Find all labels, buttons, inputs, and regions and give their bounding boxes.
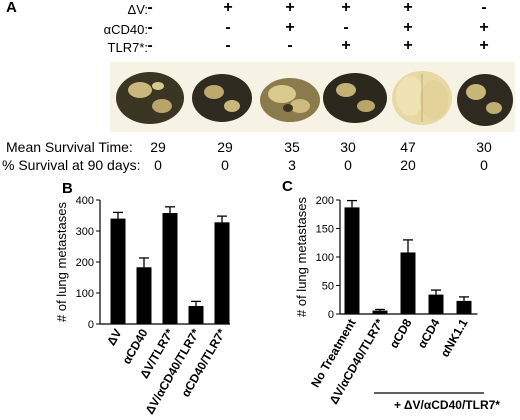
treatment-sign: - — [481, 0, 487, 16]
y-tick-label: 0 — [328, 309, 334, 321]
lung-specimen-2 — [192, 74, 252, 122]
bar — [162, 213, 178, 324]
mean-survival-value: 47 — [400, 139, 416, 155]
treatment-sign: - — [147, 37, 153, 54]
percent-survival-label: % Survival at 90 days: — [2, 157, 141, 173]
percent-survival-value: 0 — [154, 157, 162, 173]
bar — [110, 218, 126, 324]
bar — [188, 306, 204, 324]
mean-survival-value: 29 — [217, 139, 233, 155]
mean-survival-value: 29 — [150, 139, 166, 155]
bar — [136, 267, 152, 324]
mean-survival-label: Mean Survival Time: — [6, 139, 133, 155]
y-axis-label: # of lung metastases — [294, 197, 309, 317]
treatment-label: TLR7*: — [107, 40, 148, 55]
y-tick-label: 100 — [316, 252, 334, 264]
bar — [214, 222, 230, 324]
y-tick-label: 400 — [76, 195, 94, 207]
treatment-sign: + — [223, 0, 233, 16]
treatment-sign: + — [285, 0, 295, 16]
lung-specimens-image — [116, 71, 513, 126]
lung-specimen-5 — [392, 71, 452, 125]
percent-survival-value: 3 — [288, 157, 296, 173]
y-axis-label: # of lung metastases — [54, 202, 69, 322]
bar — [372, 310, 388, 314]
y-tick-label: 0 — [88, 319, 94, 331]
y-tick-label: 150 — [316, 224, 334, 236]
treatment-label: αCD40: — [103, 22, 148, 37]
treatment-sign: + — [403, 19, 413, 36]
y-tick-label: 200 — [76, 257, 94, 269]
category-label: αNK1.1 — [438, 316, 471, 359]
y-tick-label: 200 — [316, 195, 334, 207]
treatment-sign: + — [403, 37, 413, 54]
y-tick-label: 50 — [322, 281, 334, 293]
mean-survival-value: 30 — [476, 139, 492, 155]
y-tick-label: 300 — [76, 226, 94, 238]
treatment-sign: + — [403, 0, 413, 16]
lung-specimens-photo — [110, 62, 515, 132]
mean-survival-value: 35 — [284, 139, 300, 155]
treatment-sign: - — [147, 0, 153, 16]
mean-survival-value: 30 — [340, 139, 356, 155]
treatment-label: ΔV: — [127, 2, 148, 17]
lung-specimen-3 — [260, 78, 320, 122]
y-tick-label: 100 — [76, 288, 94, 300]
category-label: αCD8 — [387, 316, 415, 350]
treatment-sign: + — [285, 19, 295, 36]
treatment-sign: + — [341, 37, 351, 54]
percent-survival-value: 0 — [221, 157, 229, 173]
lung-specimen-6 — [457, 74, 513, 126]
bar — [400, 252, 416, 314]
treatment-sign: - — [225, 37, 231, 54]
panel-b-letter: B — [62, 180, 73, 197]
lung-specimen-4 — [323, 73, 387, 123]
treatment-sign: + — [341, 0, 351, 16]
category-label: αCD4 — [415, 316, 443, 350]
bar — [428, 294, 444, 314]
percent-survival-value: 20 — [400, 157, 416, 173]
panel-a-letter: A — [6, 0, 17, 16]
treatment-sign: + — [479, 19, 489, 36]
panel-c-letter: C — [282, 178, 293, 195]
treatment-sign: - — [225, 19, 231, 36]
bar — [456, 300, 472, 314]
bar — [344, 207, 360, 314]
treatment-sign: - — [287, 37, 293, 54]
treatment-sign: - — [343, 19, 349, 36]
lung-specimen-1 — [116, 72, 184, 124]
percent-survival-value: 0 — [480, 157, 488, 173]
percent-survival-value: 0 — [344, 157, 352, 173]
category-label: ΔV — [104, 327, 124, 348]
treatment-sign: - — [147, 19, 153, 36]
treatment-sign: + — [479, 37, 489, 54]
bracket-label: + ΔV/αCD40/TLR7* — [394, 398, 500, 412]
